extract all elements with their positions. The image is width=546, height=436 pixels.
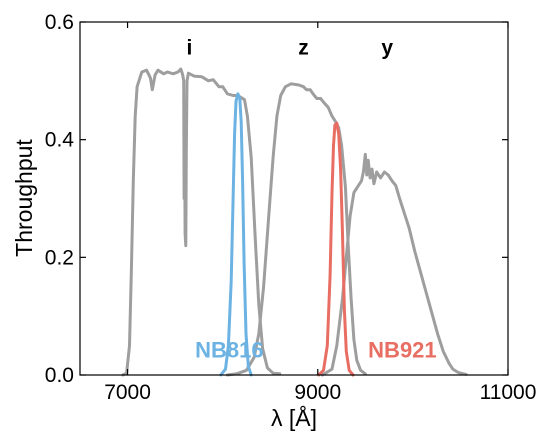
y-tick-label: 0.4 bbox=[45, 129, 75, 152]
annotation-z: z bbox=[298, 36, 309, 59]
annotation-i: i bbox=[186, 36, 192, 59]
series-line-4 bbox=[317, 121, 355, 377]
plot-frame bbox=[79, 21, 509, 376]
annotations-layer: i z y NB816 NB921 bbox=[186, 36, 436, 362]
annotation-nb816: NB816 bbox=[195, 337, 263, 362]
annotation-nb921: NB921 bbox=[368, 337, 436, 362]
x-axis-title: λ [Å] bbox=[271, 404, 317, 431]
y-tick-label: 0.0 bbox=[45, 364, 74, 387]
series-line-3 bbox=[219, 92, 253, 377]
series-line-2 bbox=[321, 152, 468, 377]
y-axis-title: Throughput bbox=[11, 139, 37, 257]
x-tick-label: 11000 bbox=[480, 381, 537, 404]
series-line-0 bbox=[121, 67, 282, 377]
annotation-y: y bbox=[381, 36, 393, 59]
x-tick-label: 7000 bbox=[104, 381, 151, 404]
y-tick-label: 0.2 bbox=[45, 246, 74, 269]
curves-layer bbox=[121, 67, 468, 377]
x-tick-label: 9000 bbox=[294, 381, 341, 404]
y-tick-label: 0.6 bbox=[45, 11, 74, 34]
axis-ticks: 7000 9000 11000 0.0 0.2 0.4 0.6 bbox=[45, 11, 537, 404]
